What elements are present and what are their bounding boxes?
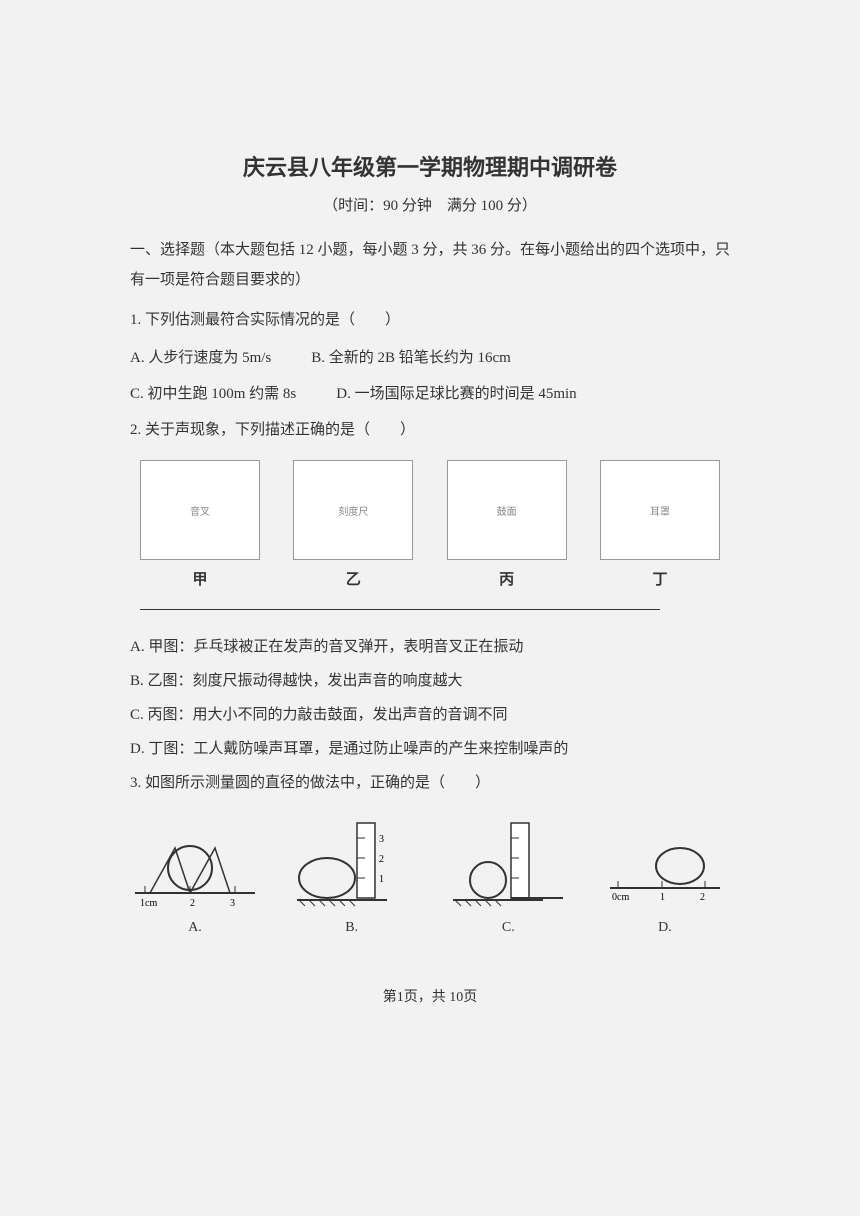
- q3-label-b: B.: [345, 920, 358, 936]
- page-title: 庆云县八年级第一学期物理期中调研卷: [130, 150, 730, 182]
- circle-ruler-b-icon: 3 2 1: [287, 818, 417, 908]
- q2-figures: 音叉 甲 刻度尺 乙 鼓面 丙 耳罩 丁: [130, 460, 730, 589]
- q3-text: 3. 如图所示测量圆的直径的做法中，正确的是（ ）: [130, 768, 730, 798]
- svg-text:3: 3: [379, 834, 384, 845]
- earmuff-icon: 耳罩: [600, 460, 720, 560]
- q2-optA: A. 甲图：乒乓球被正在发声的音叉弹开，表明音叉正在振动: [130, 632, 730, 662]
- q3-label-c: C.: [502, 920, 515, 936]
- q3-fig-d: 0cm 1 2 D.: [600, 818, 730, 936]
- q2-fig-b: 刻度尺 乙: [293, 460, 413, 589]
- drum-icon: 鼓面: [447, 460, 567, 560]
- q3-figures: 1cm 2 3 A. 3 2 1: [130, 818, 730, 936]
- svg-text:1: 1: [379, 874, 384, 885]
- q2-fig-a: 音叉 甲: [140, 460, 260, 589]
- q1-optD: D. 一场国际足球比赛的时间是 45min: [336, 379, 576, 409]
- q2-fig-d: 耳罩 丁: [600, 460, 720, 589]
- q2-optD: D. 丁图：工人戴防噪声耳罩，是通过防止噪声的产生来控制噪声的: [130, 734, 730, 764]
- q3-fig-b: 3 2 1 B.: [287, 818, 417, 936]
- section-1-header: 一、选择题（本大题包括 12 小题，每小题 3 分，共 36 分。在每小题给出的…: [130, 235, 730, 295]
- svg-text:2: 2: [700, 892, 705, 903]
- figure-underline: [140, 609, 660, 610]
- q2-label-c: 丙: [499, 568, 514, 589]
- svg-text:1: 1: [660, 892, 665, 903]
- q3-fig-a: 1cm 2 3 A.: [130, 818, 260, 936]
- svg-text:2: 2: [190, 898, 195, 908]
- circle-ruler-a-icon: 1cm 2 3: [130, 818, 260, 908]
- q2-fig-c: 鼓面 丙: [447, 460, 567, 589]
- q1-row1: A. 人步行速度为 5m/s B. 全新的 2B 铅笔长约为 16cm: [130, 343, 730, 373]
- circle-ruler-d-icon: 0cm 1 2: [600, 818, 730, 908]
- exam-page: 庆云县八年级第一学期物理期中调研卷 （时间：90 分钟 满分 100 分） 一、…: [0, 0, 860, 1066]
- page-footer: 第1页，共 10页: [130, 986, 730, 1006]
- q1-text: 1. 下列估测最符合实际情况的是（ ）: [130, 305, 730, 335]
- q1-row2: C. 初中生跑 100m 约需 8s D. 一场国际足球比赛的时间是 45min: [130, 379, 730, 409]
- q3-fig-c: C.: [443, 818, 573, 936]
- q2-label-b: 乙: [346, 568, 361, 589]
- q3-label-a: A.: [188, 920, 202, 936]
- q1-optA: A. 人步行速度为 5m/s: [130, 343, 271, 373]
- svg-text:3: 3: [230, 898, 235, 908]
- svg-text:1cm: 1cm: [140, 898, 157, 908]
- q3-label-d: D.: [658, 920, 672, 936]
- svg-text:2: 2: [379, 854, 384, 865]
- q2-optC: C. 丙图：用大小不同的力敲击鼓面，发出声音的音调不同: [130, 700, 730, 730]
- q2-text: 2. 关于声现象，下列描述正确的是（ ）: [130, 415, 730, 445]
- q2-optB: B. 乙图：刻度尺振动得越快，发出声音的响度越大: [130, 666, 730, 696]
- svg-text:0cm: 0cm: [612, 892, 629, 903]
- circle-ruler-c-icon: [443, 818, 573, 908]
- tuning-fork-icon: 音叉: [140, 460, 260, 560]
- q1-optB: B. 全新的 2B 铅笔长约为 16cm: [311, 343, 511, 373]
- q2-label-a: 甲: [192, 568, 207, 589]
- q2-label-d: 丁: [652, 568, 667, 589]
- q1-optC: C. 初中生跑 100m 约需 8s: [130, 379, 296, 409]
- ruler-vibrate-icon: 刻度尺: [293, 460, 413, 560]
- page-subtitle: （时间：90 分钟 满分 100 分）: [130, 194, 730, 215]
